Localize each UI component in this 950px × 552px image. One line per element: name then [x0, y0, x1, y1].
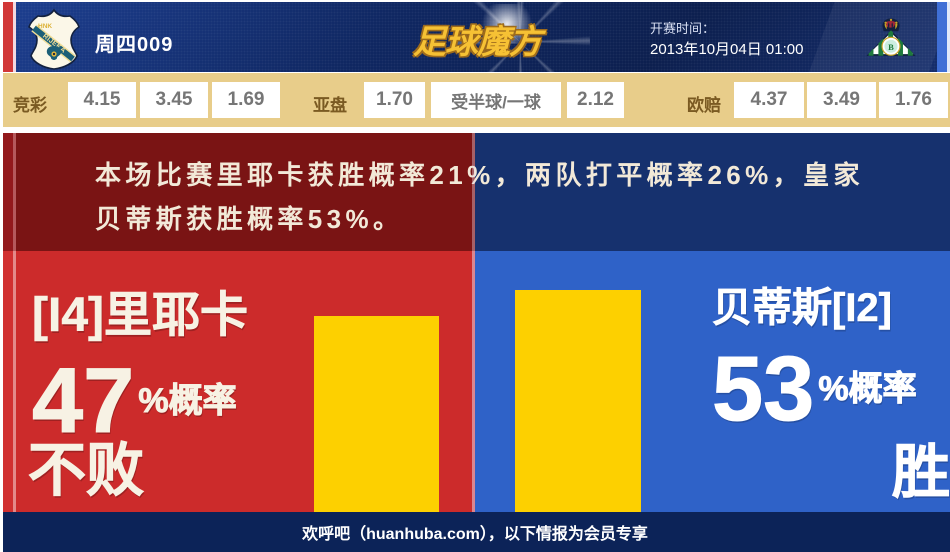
svg-text:HNK: HNK [38, 23, 52, 30]
svg-text:B: B [888, 42, 894, 52]
